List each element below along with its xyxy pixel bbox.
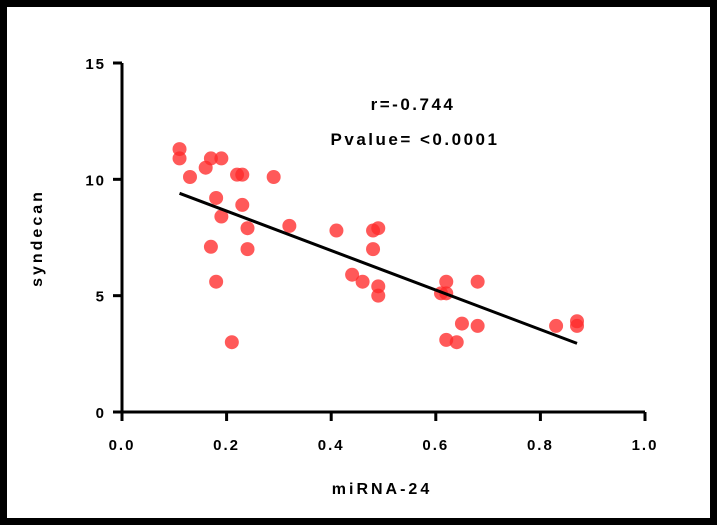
correlation-annotation: r=-0.744 <box>371 95 456 114</box>
data-point <box>371 288 386 303</box>
y-axis-title: syndecan <box>29 189 46 287</box>
x-tick-label: 1.0 <box>632 437 659 454</box>
x-tick-label: 0.6 <box>422 437 449 454</box>
data-point <box>209 190 224 205</box>
data-point <box>203 239 218 254</box>
y-tick-label: 15 <box>85 56 106 73</box>
y-tick-label: 10 <box>85 172 106 189</box>
data-point <box>182 170 197 185</box>
data-point <box>240 221 255 236</box>
data-point <box>203 151 218 166</box>
x-ticks: 0.0 0.2 0.4 0.6 0.8 1.0 <box>109 412 659 454</box>
x-tick-label: 0.0 <box>109 437 136 454</box>
data-point <box>439 274 454 289</box>
x-axis-title: miRNA-24 <box>332 481 432 498</box>
x-tick-label: 0.2 <box>213 437 240 454</box>
data-point <box>454 316 469 331</box>
data-point <box>240 242 255 257</box>
x-tick-label: 0.8 <box>527 437 554 454</box>
y-ticks: 0 5 10 15 <box>85 56 122 422</box>
data-point <box>266 170 281 185</box>
data-point <box>224 335 239 350</box>
regression-line <box>179 191 578 345</box>
data-point <box>329 223 344 238</box>
y-tick-label: 5 <box>96 289 106 306</box>
data-point <box>235 197 250 212</box>
data-point <box>355 274 370 289</box>
data-point <box>214 151 229 166</box>
data-points-layer <box>172 142 585 350</box>
data-point <box>282 218 297 233</box>
y-tick-label: 0 <box>96 405 106 422</box>
pvalue-annotation: Pvalue= <0.0001 <box>331 130 500 149</box>
data-point <box>570 318 585 333</box>
data-point <box>235 167 250 182</box>
data-point <box>371 221 386 236</box>
data-point <box>172 151 187 166</box>
data-point <box>345 267 360 282</box>
data-point <box>470 274 485 289</box>
data-point <box>470 318 485 333</box>
data-point <box>549 318 564 333</box>
data-point <box>449 335 464 350</box>
data-point <box>439 332 454 347</box>
x-tick-label: 0.4 <box>318 437 345 454</box>
data-point <box>209 274 224 289</box>
data-point <box>366 242 381 257</box>
data-point <box>214 209 229 224</box>
